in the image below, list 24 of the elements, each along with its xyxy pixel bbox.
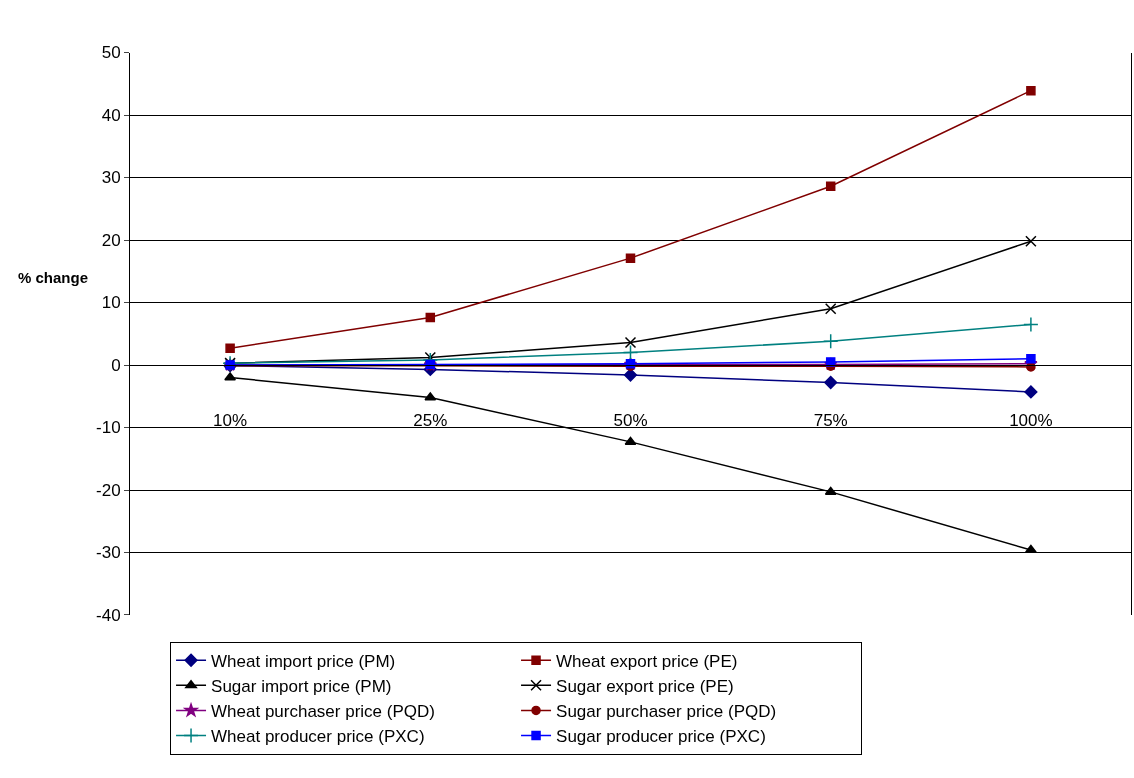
legend-label: Sugar import price (PM) xyxy=(211,676,392,696)
y-tick-label: -30 xyxy=(96,543,121,563)
y-tick-label: -40 xyxy=(96,605,121,625)
x-tick-label: 50% xyxy=(613,411,648,431)
x-tick-label: 100% xyxy=(1009,411,1053,431)
legend-label: Sugar export price (PE) xyxy=(556,676,734,696)
y-tick-label: -10 xyxy=(96,418,121,438)
y-tick-label: -20 xyxy=(96,480,121,500)
y-tick-label: 40 xyxy=(101,105,121,125)
y-axis-title: % change xyxy=(18,269,89,286)
legend-label: Wheat purchaser price (PQD) xyxy=(211,702,435,722)
legend-label: Sugar purchaser price (PQD) xyxy=(556,702,777,722)
legend-label: Wheat export price (PE) xyxy=(556,651,738,671)
legend-label: Sugar producer price (PXC) xyxy=(556,727,766,747)
y-tick-label: 30 xyxy=(101,168,121,188)
x-tick-label: 10% xyxy=(213,411,248,431)
legend-label: Wheat import price (PM) xyxy=(211,651,396,671)
legend-label: Wheat producer price (PXC) xyxy=(211,727,425,747)
x-tick-label: 25% xyxy=(413,411,448,431)
x-tick-label: 75% xyxy=(813,411,848,431)
y-tick-label: 10 xyxy=(101,293,121,313)
y-tick-label: 20 xyxy=(101,230,121,250)
y-tick-label: 0 xyxy=(111,355,121,375)
y-tick-label: 50 xyxy=(101,43,121,63)
